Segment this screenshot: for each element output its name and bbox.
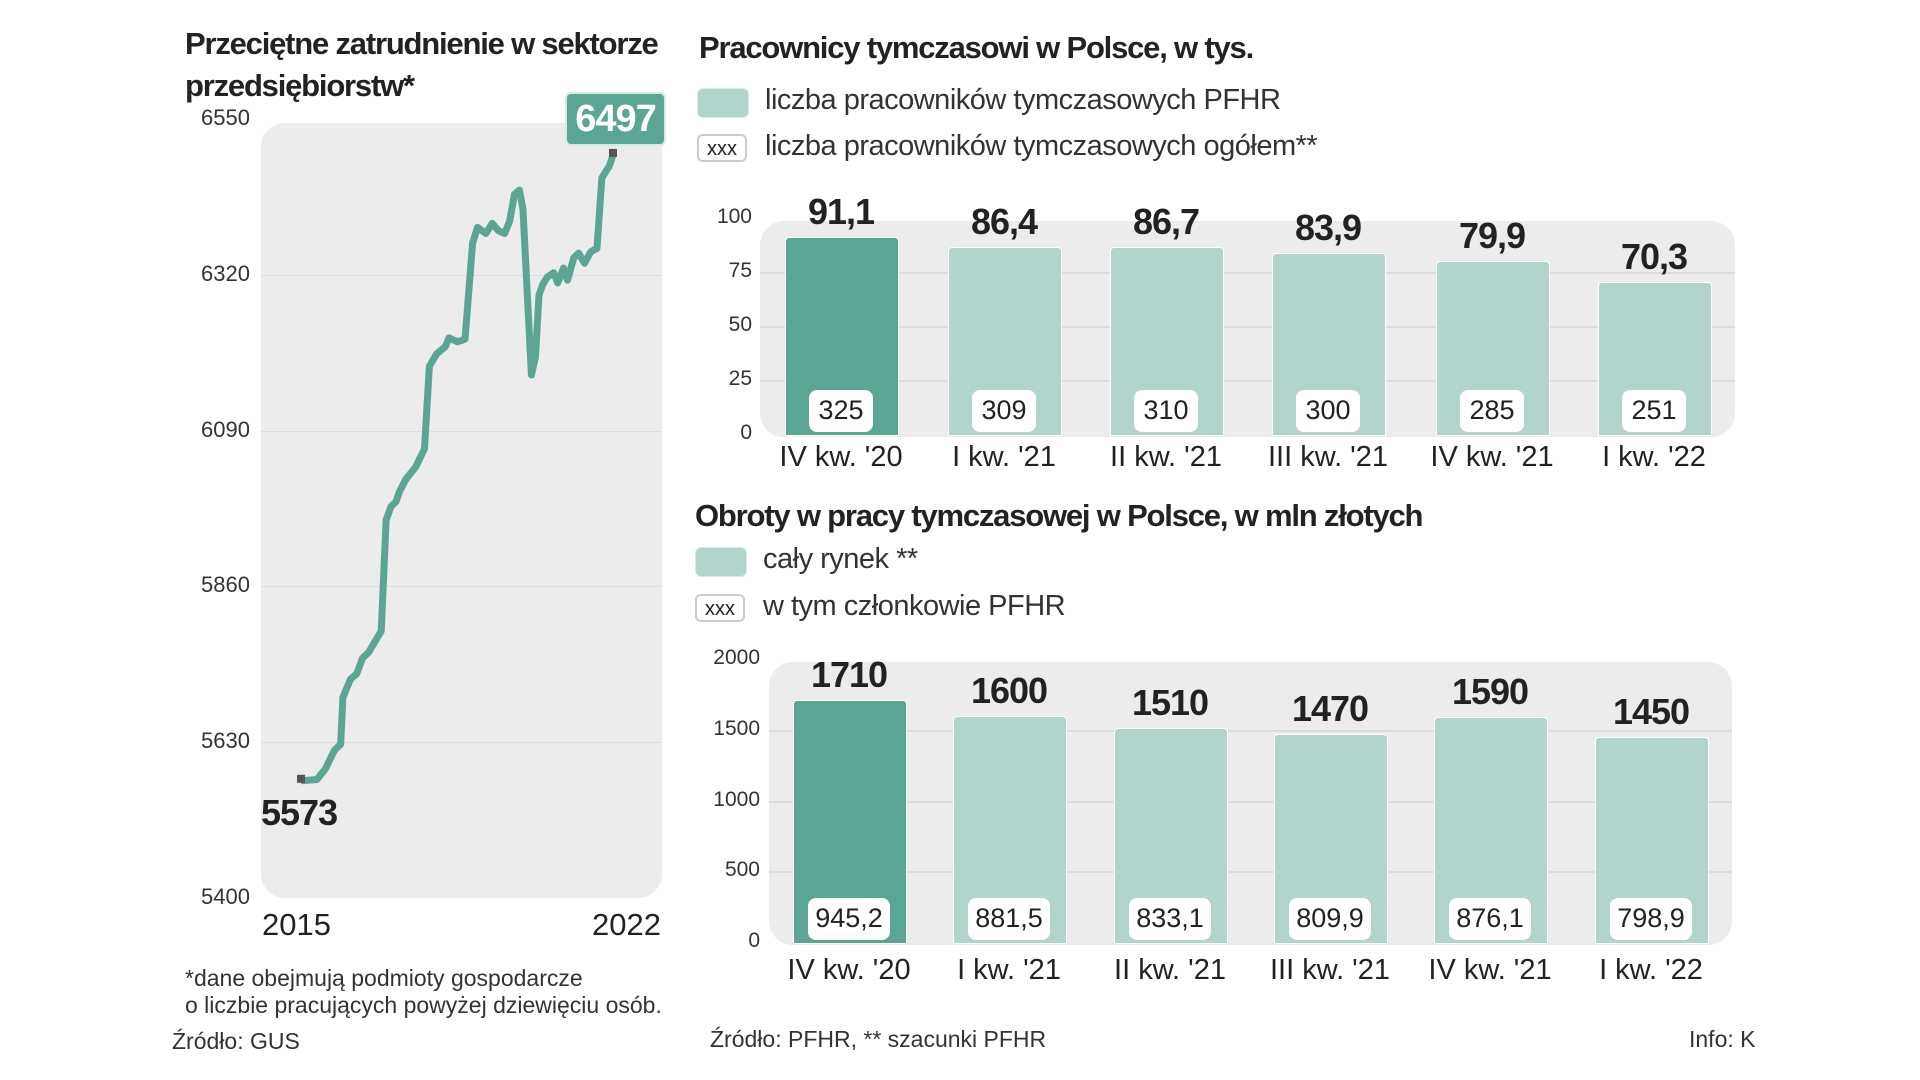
bar-value-label: 1510 [1131,682,1209,724]
y-tick-label: 500 [724,858,760,882]
bar-chart-1-panel [760,221,1735,437]
grid-line [760,326,1735,328]
bar-value-label: 70,3 [1620,236,1688,278]
bar-value-label: 1470 [1291,687,1369,729]
start-value-label: 5573 [261,792,338,833]
grid-line [760,272,1735,274]
legend-swatch-pfhr [697,88,749,118]
line-grid-line [261,430,662,432]
total-value-box: 251 [1622,390,1686,432]
y-tick-label: 5860 [201,572,250,598]
line-chart-title-line2: przedsiębiorstw* [185,68,415,103]
y-tick-label: 1000 [713,787,760,811]
bar-value-label: 91,1 [807,191,875,233]
category-label: IV kw. '20 [779,441,903,473]
y-tick-label: 1500 [713,716,760,740]
y-tick-label: 75 [728,259,752,282]
legend-swatch-members: xxx [695,594,745,622]
total-value-box: 325 [809,390,873,432]
end-value-badge: 6497 [565,92,666,146]
y-tick-label: 5630 [201,728,250,754]
legend-label-market: cały rynek ** [763,543,918,575]
grid-line [760,380,1735,382]
total-value-box: 876,1 [1449,898,1531,940]
category-label: III kw. '21 [1268,441,1388,473]
x-tick-2015: 2015 [262,907,331,942]
bar-chart-2-panel [769,662,1732,945]
bar-value-label: 1710 [810,654,888,696]
y-tick-label: 6090 [201,416,250,442]
category-label: III kw. '21 [1270,954,1390,986]
y-tick-label: 0 [740,421,752,444]
info-credit: Info: K [1689,1026,1756,1052]
y-tick-label: 0 [748,929,760,952]
grid-line [769,871,1732,874]
line-grid-line [261,274,662,276]
legend-label-total: liczba pracowników tymczasowych ogółem** [765,130,1318,162]
total-value-box: 881,5 [968,898,1050,940]
legend-swatch-market [695,547,747,577]
bar-value-label: 1600 [970,669,1048,711]
y-tick-label: 25 [728,367,752,390]
line-grid-line [261,586,662,588]
legend-label-pfhr: liczba pracowników tymczasowych PFHR [765,84,1281,116]
y-tick-label: 6320 [201,260,250,286]
bar-value-label: 86,7 [1132,200,1200,242]
total-value-box: 310 [1134,390,1198,432]
bar-value-label: 1450 [1612,690,1690,732]
total-value-box: 798,9 [1610,898,1692,940]
employment-line [300,153,617,785]
total-value-box: 945,2 [808,898,890,940]
bar-chart-1-title: Pracownicy tymczasowi w Polsce, w tys. [699,30,1254,65]
category-label: I kw. '21 [957,954,1061,986]
category-label: I kw. '22 [1602,441,1706,473]
total-value-box: 300 [1296,390,1360,432]
grid-line [769,729,1732,732]
y-tick-label: 50 [728,313,752,336]
line-grid-line [261,742,662,744]
bar-value-label: 1590 [1451,671,1529,712]
footnote-line2: o liczbie pracujących powyżej dziewięciu… [185,992,662,1018]
bar-chart-2-title: Obroty w pracy tymczasowej w Polsce, w m… [695,498,1423,533]
category-label: IV kw. '20 [787,954,911,986]
total-value-box: 833,1 [1129,898,1211,940]
bar-value-label: 79,9 [1458,215,1526,257]
total-value-box: 285 [1460,390,1524,432]
line-chart-title-line1: Przeciętne zatrudnienie w sektorze [185,26,659,61]
bar-value-label: 86,4 [970,201,1038,243]
y-tick-label: 6550 [201,105,250,130]
footnote-line1: *dane obejmują podmioty gospodarcze [185,965,583,991]
y-tick-label: 5400 [201,884,250,909]
total-value-box: 309 [972,390,1036,432]
category-label: IV kw. '21 [1430,441,1554,473]
legend-swatch-total: xxx [697,134,747,162]
y-tick-label: 100 [716,205,752,228]
y-tick-label: 2000 [713,646,760,669]
start-marker [297,774,305,783]
category-label: I kw. '21 [952,441,1056,473]
bar-value-label: 83,9 [1294,206,1362,248]
legend-label-members: w tym członkowie PFHR [763,590,1066,622]
category-label: II kw. '21 [1110,441,1222,473]
grid-line [769,800,1732,803]
category-label: II kw. '21 [1114,954,1226,986]
end-marker [609,148,617,157]
category-label: IV kw. '21 [1428,954,1552,986]
x-tick-2022: 2022 [592,907,661,942]
source-pfhr: Źródło: PFHR, ** szacunki PFHR [710,1026,1047,1052]
source-gus: Źródło: GUS [172,1028,300,1054]
total-value-box: 809,9 [1289,898,1371,940]
category-label: I kw. '22 [1599,954,1703,986]
